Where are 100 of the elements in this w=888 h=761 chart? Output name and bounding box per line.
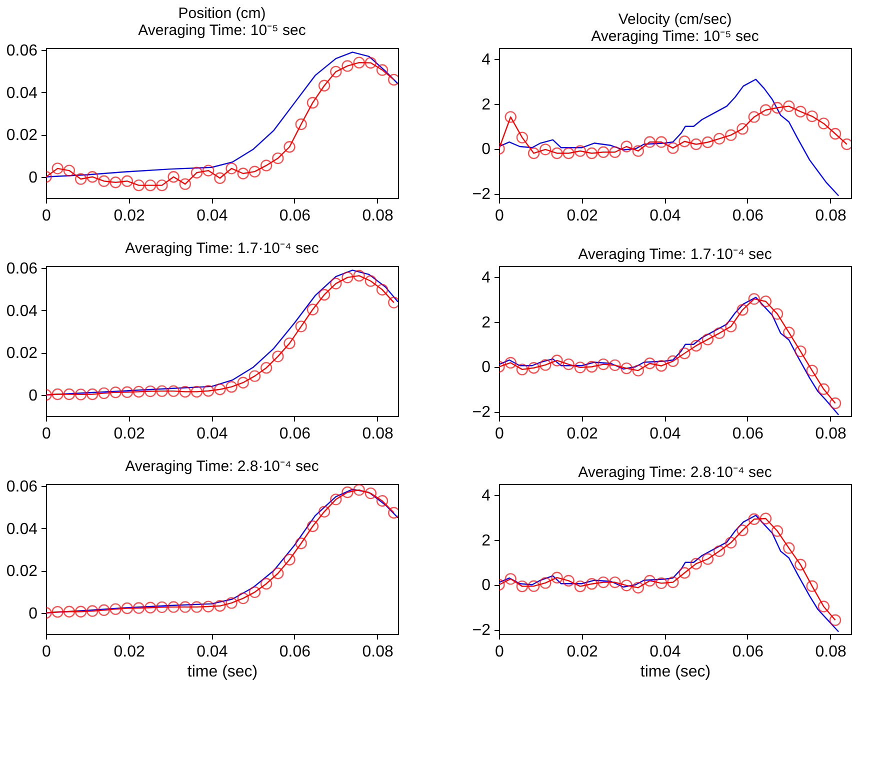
point [376,284,388,296]
point [794,106,806,118]
y-tick-label: 4 [482,52,491,69]
point [748,293,760,305]
point [667,355,679,367]
point [144,602,156,614]
point [190,166,203,178]
y-tick-label: 0.04 [6,520,38,538]
point [655,577,668,590]
point [260,362,272,374]
y-tick-label: 0.02 [6,563,38,580]
point [318,80,330,92]
x-tick-label: 0 [495,208,504,224]
point [829,128,842,140]
point [295,320,307,332]
x-tick-label: 0.02 [114,208,145,224]
point [237,376,249,388]
point [214,384,226,396]
point [690,138,702,150]
x-tick-label: 0.02 [566,426,598,442]
point [272,350,284,362]
point [562,358,574,370]
y-tick-label: 0.04 [6,302,38,320]
point [644,136,656,148]
point [598,146,610,158]
point [806,110,818,122]
point [667,576,679,588]
point [736,122,748,135]
point [586,147,598,160]
point [156,385,168,397]
x-axis-title: time (sec) [187,664,258,680]
point [202,385,214,397]
point [609,146,621,158]
x-tick-label: 0 [495,644,504,660]
point [667,142,679,154]
x-tick-label: 0.08 [362,426,394,442]
point [86,171,98,183]
point [713,545,726,557]
point [364,275,377,287]
point [226,597,238,609]
point [248,370,261,382]
x-tick-label: 0.02 [114,426,145,442]
point [86,388,98,400]
point [794,345,806,358]
point [248,166,261,178]
point [74,388,87,400]
x-tick-label: 0 [42,426,52,442]
point [736,524,748,536]
point [190,601,203,613]
point [98,175,110,187]
x-tick-label: 0.04 [196,644,228,660]
point [504,356,516,369]
point [748,513,760,525]
point [551,147,563,160]
point [574,145,586,157]
x-tick-label: 0.06 [279,426,311,442]
x-tick-label: 0.08 [362,208,394,224]
point [771,102,784,114]
x-tick-label: 0.06 [732,644,764,660]
point [644,358,656,370]
y-tick-label: 0.06 [6,42,38,60]
point [110,386,122,398]
point [306,304,319,316]
point [760,512,772,524]
point [342,60,354,72]
point [678,347,690,360]
point [74,606,87,618]
point [272,152,284,164]
x-tick-label: 0.04 [196,426,228,442]
chart-title: Averaging Time: 2.8·10⁻⁴ sec [578,464,772,481]
point [364,487,377,500]
point [168,601,180,613]
point [132,386,145,398]
point [736,304,748,316]
point [226,381,238,393]
point [609,576,621,588]
point [98,604,110,616]
y-tick-label: 0.02 [6,127,38,144]
point [376,495,388,507]
x-tick-label: 0.08 [815,426,846,442]
point [620,140,632,152]
point [504,111,516,123]
x-tick-label: 0.02 [114,644,145,660]
point [806,580,818,592]
point [574,580,586,592]
y-tick-label: 0 [482,359,491,376]
point [63,606,76,618]
point [353,484,365,496]
point [353,270,365,282]
point [702,136,714,148]
x-tick-label: 0.02 [566,644,598,660]
point [678,567,690,579]
point [330,66,342,78]
point [248,586,261,598]
point [179,386,191,398]
point [690,340,702,352]
point [806,364,818,376]
point [168,171,180,183]
point [609,359,621,372]
line-series [499,78,840,196]
